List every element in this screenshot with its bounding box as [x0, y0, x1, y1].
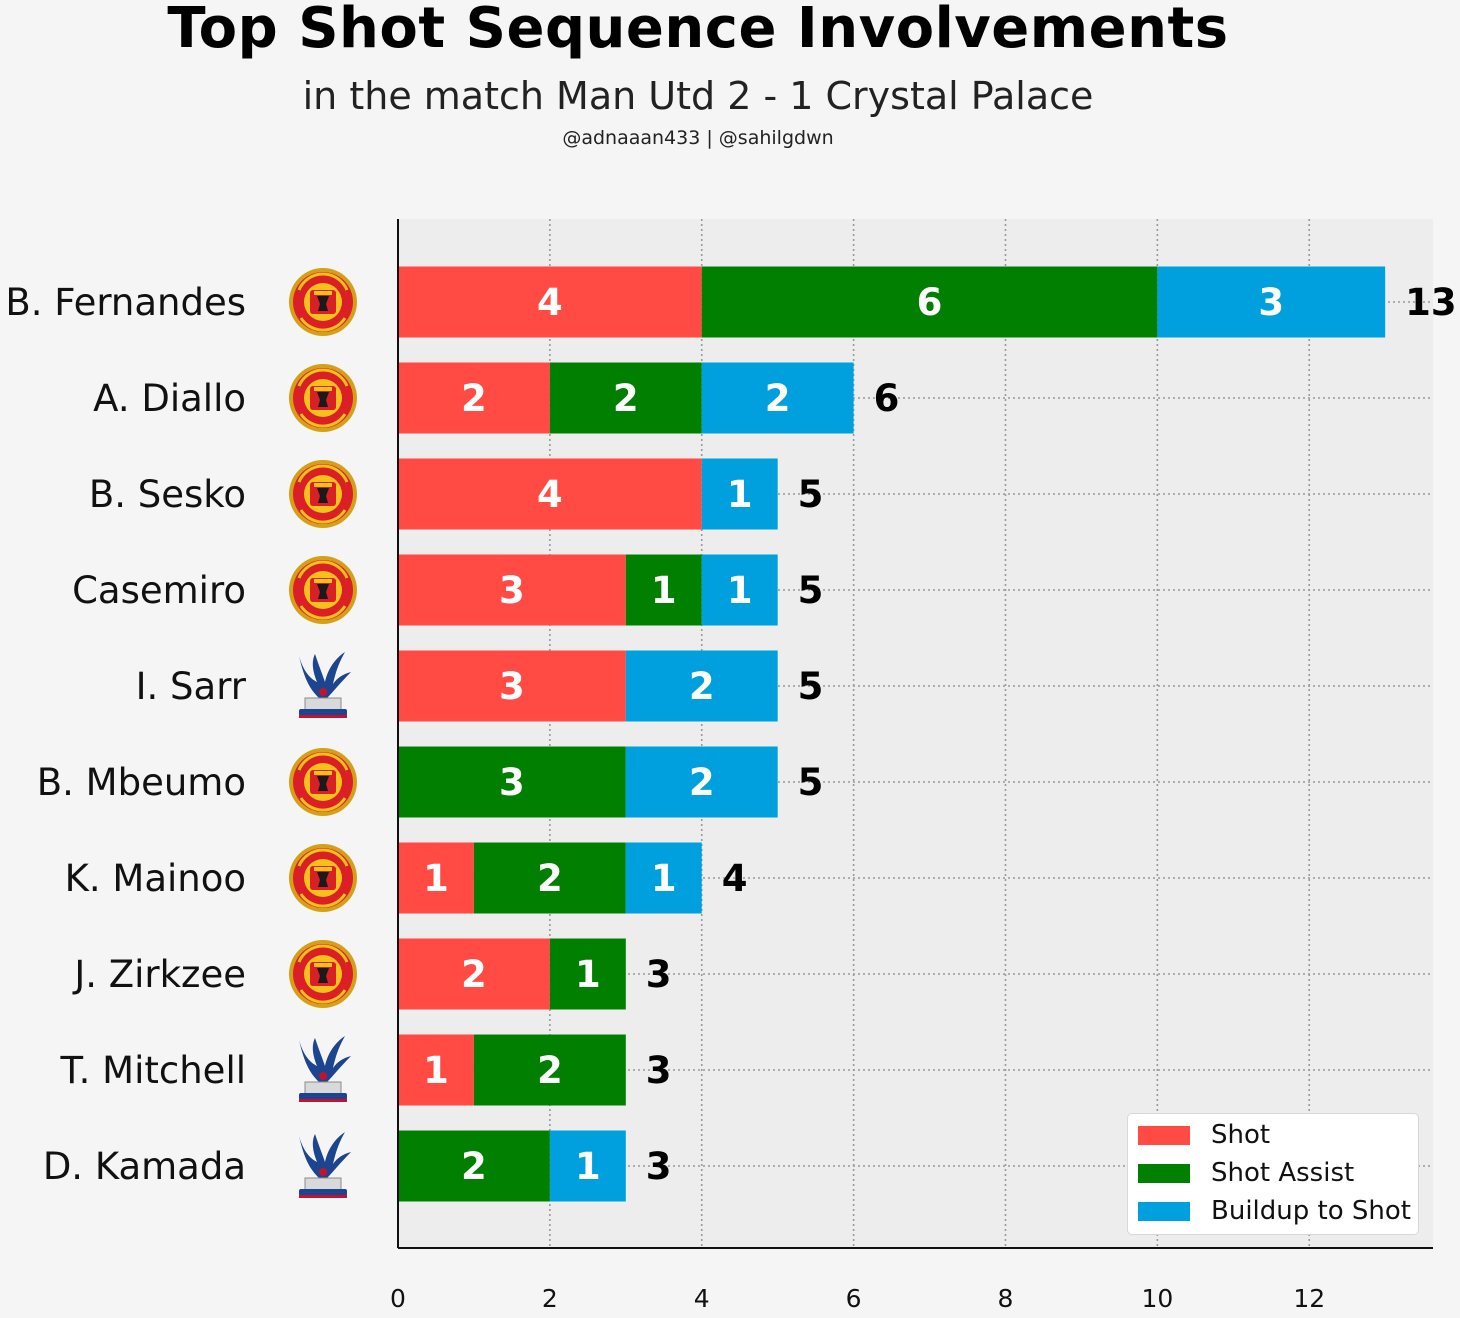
- x-tick-label: 10: [1141, 1284, 1173, 1313]
- credits: @adnaaan433 | @sahilgdwn: [562, 127, 834, 149]
- category-label: B. Fernandes: [5, 281, 246, 324]
- bar-value-label: 4: [537, 473, 563, 516]
- bar-value-label: 1: [423, 857, 449, 900]
- bar-total-label: 3: [646, 1049, 672, 1092]
- bar-value-label: 2: [461, 377, 487, 420]
- bar-total-label: 6: [874, 377, 900, 420]
- man-utd-crest-icon: [289, 940, 357, 1008]
- bar-segment: [398, 266, 702, 338]
- bar-total-label: 4: [722, 857, 748, 900]
- bar-value-label: 1: [651, 569, 677, 612]
- bar-segment: [398, 362, 550, 434]
- bar-total-label: 13: [1405, 281, 1457, 324]
- bar-total-label: 3: [646, 1145, 672, 1188]
- bar-value-label: 2: [689, 761, 715, 804]
- category-label: B. Mbeumo: [37, 761, 246, 804]
- bar-segment: [549, 362, 702, 434]
- category-label: K. Mainoo: [65, 857, 246, 900]
- man-utd-crest-icon: [289, 460, 357, 528]
- bar-value-label: 1: [651, 857, 677, 900]
- x-tick-label: 6: [846, 1284, 862, 1313]
- bar-segment: [473, 1034, 626, 1106]
- bar-value-label: 3: [499, 665, 525, 708]
- bar-segment: [473, 842, 626, 914]
- category-label: D. Kamada: [43, 1145, 246, 1188]
- man-utd-crest-icon: [289, 844, 357, 912]
- bar-segment: [398, 1034, 474, 1106]
- legend-item-buildup: Buildup to Shot: [1138, 1195, 1411, 1227]
- bar-segment: [625, 746, 778, 818]
- category-label: J. Zirkzee: [72, 953, 246, 996]
- legend-item-shot: Shot: [1138, 1119, 1270, 1151]
- bar-value-label: 3: [499, 761, 525, 804]
- bar-value-label: 2: [461, 1145, 487, 1188]
- legend-label-shot-assist: Shot Assist: [1211, 1158, 1355, 1188]
- x-tick-label: 8: [998, 1284, 1014, 1313]
- crystal-palace-crest-icon: [299, 1132, 351, 1198]
- bar-segment: [625, 650, 778, 722]
- crystal-palace-crest-icon: [299, 652, 351, 718]
- bar-value-label: 1: [575, 953, 601, 996]
- man-utd-crest-icon: [289, 748, 357, 816]
- bar-segment: [701, 554, 778, 626]
- x-tick-label: 2: [542, 1284, 558, 1313]
- bar-value-label: 4: [537, 281, 563, 324]
- bar-total-label: 5: [798, 569, 824, 612]
- bar-value-label: 2: [689, 665, 715, 708]
- bar-total-label: 5: [798, 473, 824, 516]
- legend-swatch-buildup: [1138, 1201, 1190, 1221]
- bar-value-label: 1: [727, 569, 753, 612]
- bar-value-label: 2: [461, 953, 487, 996]
- man-utd-crest-icon: [289, 364, 357, 432]
- category-label: I. Sarr: [136, 665, 247, 708]
- legend-label-buildup: Buildup to Shot: [1211, 1196, 1411, 1226]
- category-label: Casemiro: [72, 569, 246, 612]
- bar-segment: [398, 554, 626, 626]
- bar-total-label: 5: [798, 761, 824, 804]
- chart-title: Top Shot Sequence Involvements: [167, 0, 1229, 61]
- bar-segment: [398, 746, 626, 818]
- bar-total-label: 3: [646, 953, 672, 996]
- bar-segment: [549, 1130, 626, 1202]
- chart-subtitle: in the match Man Utd 2 - 1 Crystal Palac…: [302, 74, 1094, 118]
- legend-swatch-shot: [1138, 1125, 1190, 1145]
- category-label: B. Sesko: [89, 473, 246, 516]
- bar-segment: [398, 650, 626, 722]
- bar-value-label: 3: [499, 569, 525, 612]
- category-label: T. Mitchell: [59, 1049, 246, 1092]
- bar-value-label: 2: [613, 377, 639, 420]
- bar-segment: [398, 1130, 550, 1202]
- bar-segment: [398, 938, 550, 1010]
- bar-value-label: 1: [423, 1049, 449, 1092]
- x-tick-label: 12: [1293, 1284, 1325, 1313]
- bar-value-label: 2: [537, 1049, 563, 1092]
- legend-swatch-shot-assist: [1138, 1163, 1190, 1183]
- legend-label-shot: Shot: [1211, 1120, 1271, 1150]
- bar-value-label: 2: [765, 377, 791, 420]
- x-tick-label: 0: [390, 1284, 406, 1313]
- man-utd-crest-icon: [289, 268, 357, 336]
- bar-segment: [625, 842, 702, 914]
- bar-segment: [701, 458, 778, 530]
- legend: Shot Shot Assist Buildup to Shot: [1127, 1113, 1419, 1235]
- bar-value-label: 3: [1258, 281, 1284, 324]
- crystal-palace-crest-icon: [299, 1036, 351, 1102]
- bar-value-label: 6: [917, 281, 943, 324]
- bar-segment: [625, 554, 702, 626]
- bar-value-label: 1: [727, 473, 753, 516]
- bar-segment: [701, 362, 854, 434]
- bar-segment: [1157, 266, 1386, 338]
- bar-segment: [398, 458, 702, 530]
- bar-total-label: 5: [798, 665, 824, 708]
- man-utd-crest-icon: [289, 556, 357, 624]
- bar-segment: [701, 266, 1158, 338]
- x-tick-label: 4: [694, 1284, 710, 1313]
- bar-value-label: 1: [575, 1145, 601, 1188]
- legend-item-shot-assist: Shot Assist: [1138, 1157, 1354, 1189]
- bar-segment: [549, 938, 626, 1010]
- category-label: A. Diallo: [93, 377, 246, 420]
- bar-value-label: 2: [537, 857, 563, 900]
- bar-segment: [398, 842, 474, 914]
